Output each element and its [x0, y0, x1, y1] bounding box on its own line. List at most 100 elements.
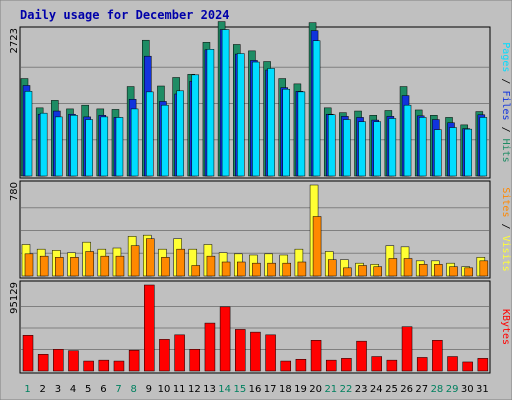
day-label-9: 9	[146, 384, 152, 395]
chart-title: Daily usage for December 2024	[20, 8, 230, 22]
day-label-8: 8	[131, 384, 137, 395]
middle-panel: 780 Sites / Visits	[9, 180, 511, 279]
legend-visits: Visits	[500, 236, 511, 272]
day-label-30: 30	[461, 384, 474, 395]
bottom-series-kbytes	[22, 284, 489, 372]
sites-bar-day-16	[252, 262, 261, 277]
sites-bar-day-28	[434, 264, 443, 277]
kbytes-bar-day-17	[265, 334, 276, 372]
kbytes-bar-day-29	[447, 356, 458, 372]
day-label-18: 18	[279, 384, 292, 395]
day-label-25: 25	[385, 384, 398, 395]
pages-bar-day-28	[434, 129, 442, 177]
day-label-31: 31	[476, 384, 489, 395]
kbytes-bar-day-18	[280, 360, 291, 372]
kbytes-bar-day-30	[462, 361, 473, 372]
day-label-20: 20	[309, 384, 322, 395]
sites-bar-day-3	[55, 257, 64, 277]
pages-bar-day-9	[146, 91, 154, 177]
kbytes-bar-day-12	[189, 349, 201, 372]
pages-bar-day-14	[221, 29, 230, 177]
day-label-4: 4	[70, 384, 76, 395]
pages-bar-day-7	[115, 117, 124, 177]
bottom-series-legend: KBytes	[500, 309, 511, 345]
day-label-19: 19	[294, 384, 307, 395]
day-label-21: 21	[324, 384, 337, 395]
kbytes-bar-day-14	[219, 306, 231, 372]
pages-bar-day-27	[418, 117, 427, 177]
middle-series-legend: Sites / Visits	[500, 187, 511, 271]
sites-bar-day-5	[85, 251, 94, 277]
pages-bar-day-1	[24, 91, 33, 177]
sites-bar-day-13	[206, 255, 216, 277]
pages-bar-day-4	[70, 115, 78, 177]
legend-sites: Sites	[500, 187, 511, 217]
pages-bar-day-17	[267, 68, 275, 177]
sites-bar-day-14	[221, 261, 231, 277]
sites-bar-day-1	[24, 253, 34, 277]
sites-bar-day-26	[403, 258, 413, 277]
pages-bar-day-29	[449, 127, 457, 177]
chart-panels: 2723 Pages / Files / Hits 780 Sites / Visit…	[9, 21, 511, 374]
day-label-17: 17	[264, 384, 277, 395]
kbytes-bar-day-8	[128, 349, 140, 372]
day-label-26: 26	[400, 384, 413, 395]
kbytes-bar-day-3	[53, 349, 64, 372]
sites-bar-day-9	[146, 238, 155, 277]
day-label-11: 11	[173, 384, 186, 395]
day-label-27: 27	[415, 384, 428, 395]
middle-ymax-label: 780	[9, 182, 20, 201]
kbytes-bar-day-7	[113, 360, 125, 372]
pages-bar-day-2	[39, 112, 48, 177]
kbytes-bar-day-11	[174, 334, 185, 372]
pages-bar-day-18	[282, 88, 290, 177]
day-label-1: 1	[24, 384, 30, 395]
sites-bar-day-10	[161, 257, 170, 277]
kbytes-bar-day-25	[386, 359, 398, 372]
kbytes-bar-day-26	[401, 326, 413, 372]
sites-bar-day-18	[282, 262, 291, 277]
legend-separator: /	[500, 72, 511, 90]
top-panel: 2723 Pages / Files / Hits	[9, 21, 511, 179]
pages-bar-day-20	[312, 40, 321, 177]
day-label-23: 23	[355, 384, 368, 395]
pages-bar-day-13	[206, 49, 215, 177]
day-label-24: 24	[370, 384, 383, 395]
day-label-6: 6	[100, 384, 106, 395]
middle-series-sites	[24, 216, 489, 277]
day-label-29: 29	[446, 384, 459, 395]
top-series-legend: Pages / Files / Hits	[500, 42, 511, 162]
sites-bar-day-11	[176, 248, 185, 277]
kbytes-bar-day-4	[68, 350, 79, 372]
pages-bar-day-12	[191, 74, 200, 177]
kbytes-bar-day-6	[98, 359, 110, 372]
day-label-14: 14	[218, 384, 231, 395]
legend-pages: Pages	[500, 42, 511, 72]
kbytes-bar-day-13	[204, 322, 216, 372]
bottom-ymax-label: 95129	[9, 282, 20, 314]
kbytes-bar-day-27	[416, 357, 428, 372]
pages-bar-day-23	[358, 121, 366, 177]
sites-bar-day-21	[327, 259, 337, 277]
day-label-16: 16	[249, 384, 262, 395]
pages-bar-day-19	[297, 91, 306, 177]
legend-files: Files	[500, 90, 511, 120]
sites-bar-day-7	[115, 255, 125, 277]
x-axis-day-labels: 1 2 3 4 5 6 7 8 9 10 11 12 13 14 15 16 17 18 19 20 21 22 23 24 2…	[24, 384, 488, 395]
sites-bar-day-25	[388, 258, 398, 277]
top-series-pages	[24, 29, 488, 177]
kbytes-bar-day-31	[477, 358, 489, 372]
sites-bar-day-30	[464, 267, 473, 277]
kbytes-bar-day-5	[83, 360, 94, 372]
sites-bar-day-27	[418, 264, 428, 277]
pages-bar-day-16	[252, 61, 260, 177]
sites-bar-day-17	[267, 262, 276, 277]
kbytes-bar-day-9	[144, 284, 155, 372]
pages-bar-day-3	[55, 116, 63, 177]
pages-bar-day-26	[403, 104, 412, 177]
day-label-28: 28	[431, 384, 444, 395]
day-label-13: 13	[203, 384, 216, 395]
day-label-7: 7	[115, 384, 121, 395]
bottom-panel: 95129 KBytes	[9, 280, 511, 374]
